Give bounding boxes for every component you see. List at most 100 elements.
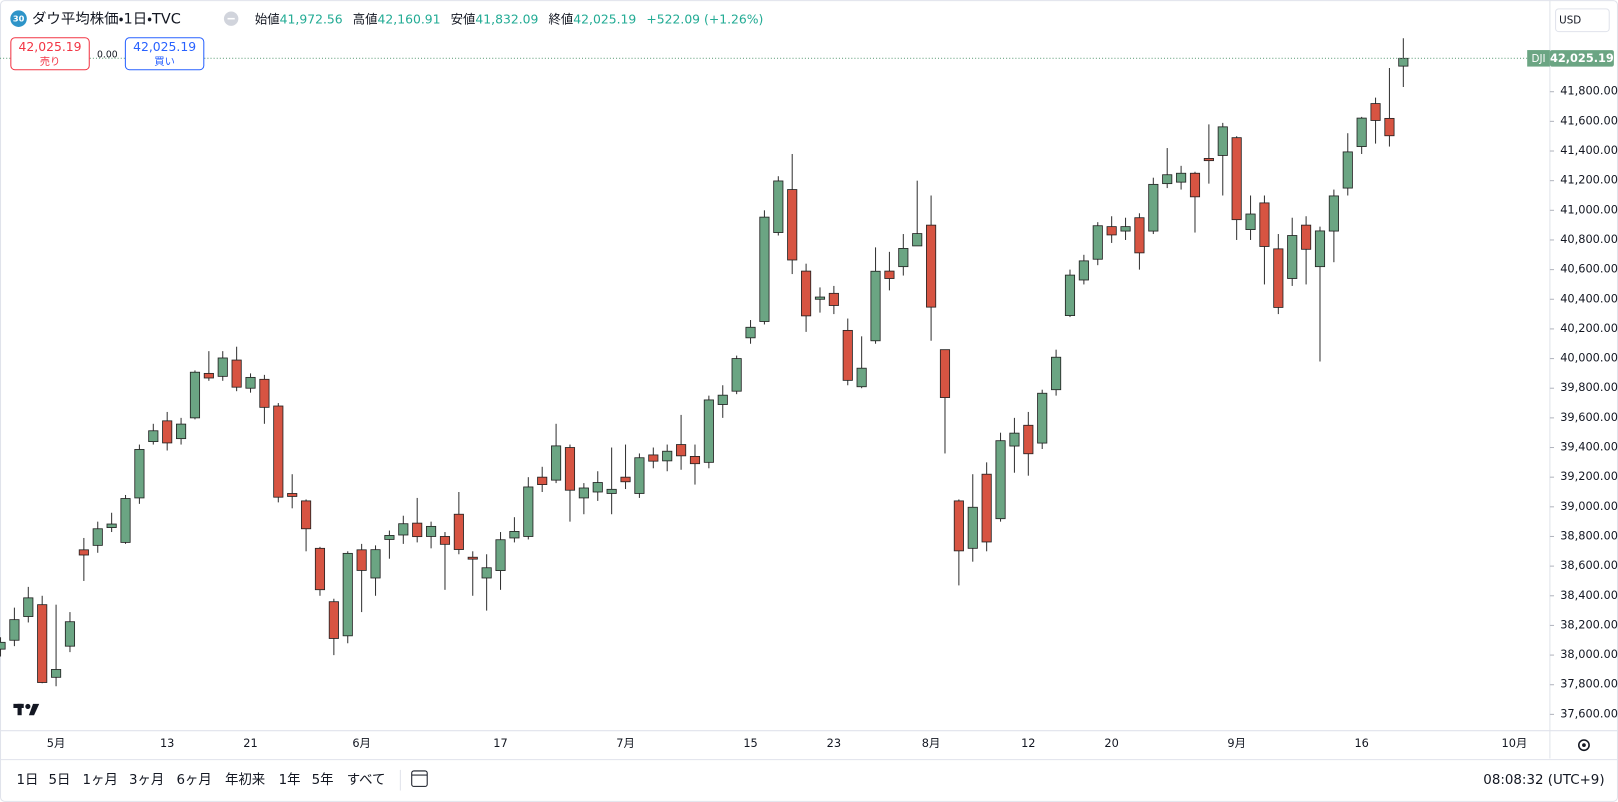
- range-button[interactable]: すべて: [347, 772, 386, 788]
- candle-body: [1009, 432, 1020, 447]
- x-tick-label: 7月: [616, 736, 635, 750]
- date-range-icon[interactable]: [411, 770, 428, 787]
- candle-body: [1176, 172, 1187, 183]
- last-price-tag: [1549, 50, 1614, 67]
- candle-body: [953, 500, 964, 552]
- x-tick-label: 13: [160, 736, 174, 750]
- candle-body: [120, 498, 131, 543]
- candle-body: [51, 669, 62, 678]
- candle-body: [717, 394, 728, 405]
- candle-body: [1217, 126, 1228, 156]
- candle-body: [78, 549, 89, 556]
- candle-body: [1120, 226, 1131, 232]
- candle-body: [509, 531, 520, 539]
- candle-body: [1356, 117, 1367, 147]
- candle-body: [634, 457, 645, 494]
- candle-body: [1162, 174, 1173, 185]
- range-button[interactable]: 1ヶ月: [83, 773, 118, 788]
- candle-body: [662, 450, 673, 462]
- candle-body: [703, 399, 714, 463]
- candle-body: [939, 349, 951, 398]
- spread: 0.00: [97, 49, 118, 60]
- range-button[interactable]: 3ヶ月: [129, 773, 164, 788]
- candle-body: [1037, 392, 1048, 444]
- candle-body: [412, 522, 423, 538]
- symbol-title[interactable]: ダウ平均株価・1日・TVC: [32, 11, 181, 28]
- candle-body: [314, 547, 326, 591]
- settings-icon[interactable]: [1578, 739, 1590, 752]
- x-tick-label: 16: [1354, 736, 1368, 750]
- x-tick-label: 9月: [1227, 736, 1246, 750]
- y-tick-label: 40,800.00: [1560, 232, 1618, 246]
- y-tick-label: 37,600.00: [1560, 706, 1618, 720]
- legend-value: 42,160.91: [378, 12, 441, 26]
- range-button[interactable]: 6ヶ月: [176, 773, 211, 788]
- gear: [1578, 739, 1590, 752]
- buy-button[interactable]: [124, 37, 205, 71]
- y-tick-label: 39,400.00: [1560, 440, 1618, 454]
- candle-body: [1273, 248, 1284, 308]
- candle-body: [231, 359, 242, 388]
- candle-body: [356, 549, 367, 571]
- sell-price: 42,025.19: [19, 40, 82, 54]
- y-tick-label: 41,000.00: [1560, 202, 1618, 216]
- x-tick-label: 6月: [352, 736, 371, 750]
- ohlc-legend: 始値41,972.56 高値42,160.91 安値41,832.09 終値42…: [255, 11, 763, 26]
- candle-body: [1301, 224, 1312, 250]
- y-tick-label: 39,600.00: [1560, 410, 1618, 424]
- candle-body: [273, 405, 284, 498]
- candle-body: [467, 556, 478, 560]
- candle-body: [1023, 424, 1034, 455]
- y-tick-label: 38,200.00: [1560, 617, 1618, 631]
- legend-label: 終値: [549, 11, 574, 26]
- x-tick-label: 21: [243, 736, 257, 750]
- x-tick-label: 15: [743, 736, 757, 750]
- candle-body: [689, 456, 701, 465]
- candle-body: [0, 641, 6, 650]
- candle-body: [1245, 213, 1256, 230]
- candle-body: [814, 296, 826, 300]
- range-button[interactable]: 1日: [17, 773, 39, 788]
- candle-body: [189, 371, 201, 419]
- candle-body: [64, 621, 76, 647]
- candle-body: [1203, 158, 1214, 162]
- candle-body: [1134, 217, 1145, 254]
- y-tick-label: 40,000.00: [1560, 351, 1618, 365]
- candle-body: [1259, 202, 1270, 247]
- candle-body: [1106, 226, 1117, 236]
- candle-body: [148, 430, 159, 443]
- candle-body: [981, 473, 992, 543]
- candle-body: [398, 523, 409, 536]
- candle-body: [1287, 235, 1298, 279]
- buy-price: 42,025.19: [133, 40, 196, 54]
- sell-button[interactable]: [10, 37, 90, 71]
- candle-body: [426, 525, 437, 537]
- candle-body: [176, 423, 187, 440]
- candle-body: [453, 513, 464, 550]
- candle-body: [106, 523, 117, 528]
- candle-body: [537, 476, 548, 485]
- candle-body: [842, 329, 853, 381]
- candle-body: [1384, 117, 1395, 137]
- candle-body: [523, 486, 534, 537]
- y-tick-label: 38,600.00: [1560, 558, 1618, 572]
- legend-change: +522.09 (+1.26%): [646, 12, 763, 26]
- candle-body: [1342, 151, 1353, 189]
- candle-body: [995, 440, 1006, 520]
- legend-label: 安値: [451, 11, 476, 26]
- y-tick-label: 37,800.00: [1560, 677, 1618, 691]
- candle-body: [1370, 103, 1381, 121]
- range-button[interactable]: 1年: [279, 772, 301, 788]
- range-button[interactable]: 年初来: [225, 772, 265, 788]
- candle-body: [481, 567, 492, 579]
- range-button[interactable]: 5年: [312, 772, 334, 788]
- currency-button[interactable]: [1555, 8, 1610, 33]
- candle-body: [745, 326, 756, 339]
- legend-value: 41,972.56: [280, 12, 343, 26]
- candle-body: [801, 270, 812, 317]
- candle-body: [259, 378, 270, 408]
- range-button[interactable]: 5日: [48, 773, 70, 788]
- candle-body: [773, 180, 784, 233]
